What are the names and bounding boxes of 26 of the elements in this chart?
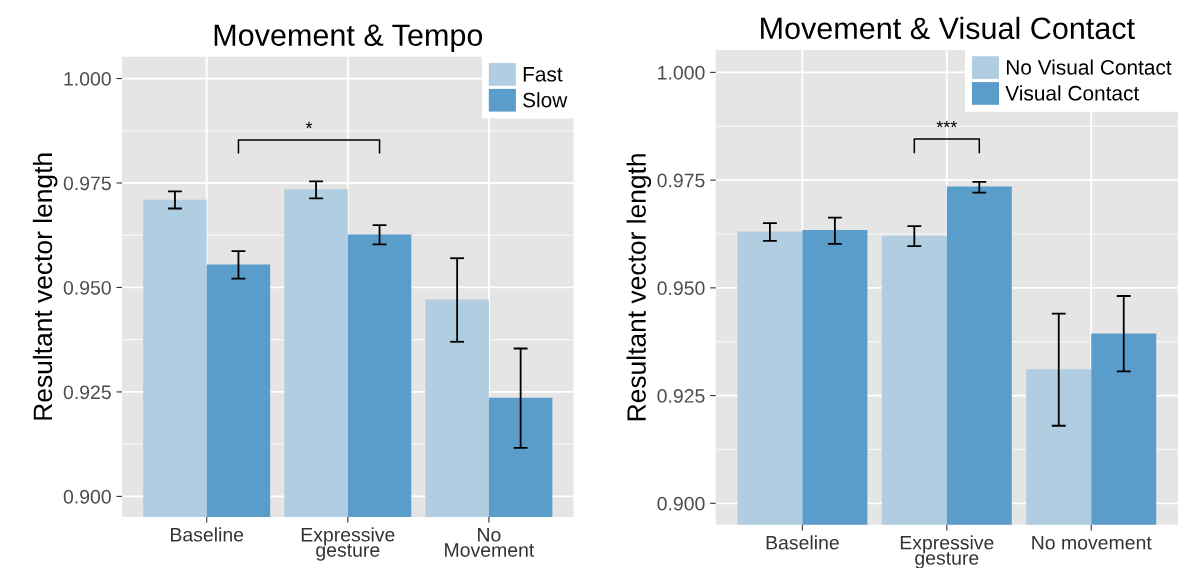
y-tick-label: 1.000 xyxy=(64,72,111,86)
x-tick-label: Baseline xyxy=(171,527,244,542)
x-tick-label: Expressive gesture xyxy=(301,527,395,561)
x-tick-label: Baseline xyxy=(766,535,839,550)
y-tick-label: 0.900 xyxy=(657,496,705,511)
y-axis-title: Resultant vector length xyxy=(626,154,652,421)
legend-label: No Visual Contact xyxy=(1006,59,1172,75)
y-tick-label: 1.000 xyxy=(658,65,705,80)
y-axis-title: Resultant vector length xyxy=(32,153,58,420)
chart-title: Movement & Visual Contact xyxy=(761,16,1135,40)
y-tick-label: 0.925 xyxy=(63,385,111,400)
legend-label: Slow xyxy=(523,92,568,108)
annotation: * xyxy=(305,121,313,129)
y-tick-label: 0.950 xyxy=(657,281,705,296)
legend-label: Visual Contact xyxy=(1005,85,1140,101)
y-tick-label: 0.900 xyxy=(63,489,111,504)
y-tick-label: 0.975 xyxy=(63,176,111,191)
y-tick-label: 0.975 xyxy=(657,173,705,188)
x-tick-label: No Movement xyxy=(445,528,535,557)
chart-title: Movement & Tempo xyxy=(214,24,483,53)
y-tick-label: 0.925 xyxy=(657,389,705,403)
y-tick-label: 0.950 xyxy=(63,280,111,295)
x-tick-label: Expressive gesture xyxy=(900,535,994,568)
legend-label: Fast xyxy=(523,67,563,82)
annotation: *** xyxy=(936,120,958,128)
x-tick-label: No movement xyxy=(1032,535,1152,550)
